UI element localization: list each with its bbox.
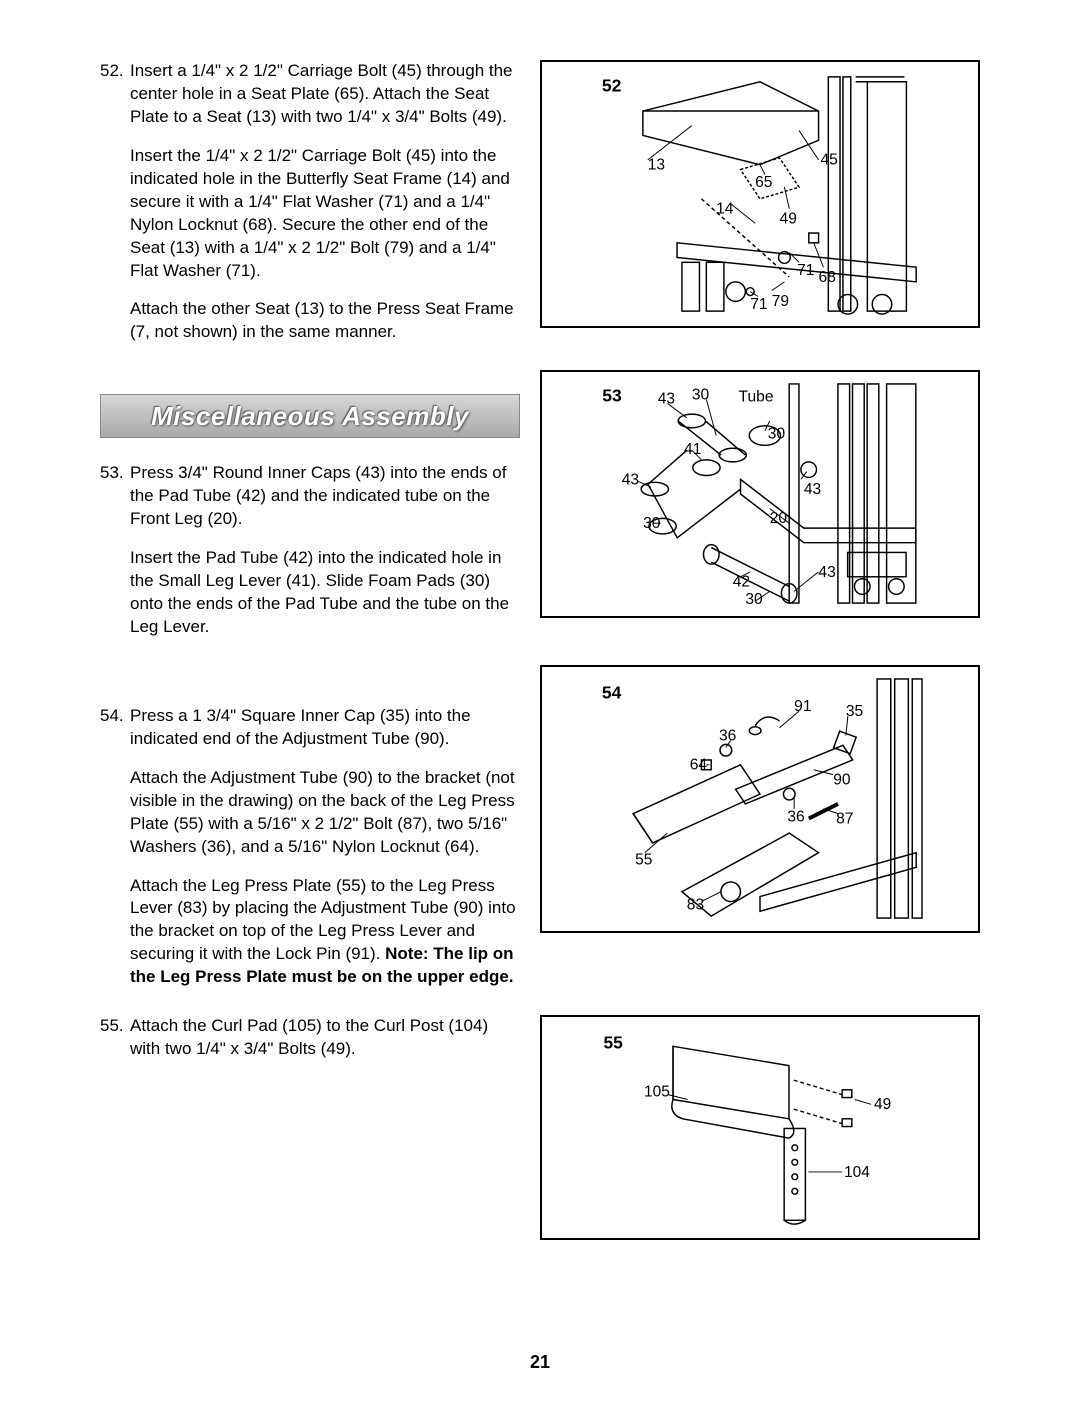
d55-boxnum: 55 [603,1032,623,1052]
page-number: 21 [530,1352,550,1373]
step-52-p2: Insert the 1/4" x 2 1/2" Carriage Bolt (… [130,145,520,283]
d54-l4: 90 [833,771,851,788]
diagram-54: 54 [540,665,980,933]
d52-l71a: 71 [797,262,814,279]
step-53-row: Miscellaneous Assembly 53.Press 3/4" Rou… [100,370,980,655]
d54-l8: 83 [687,896,704,913]
d52-l49: 49 [780,210,797,227]
step-55-p1: Attach the Curl Pad (105) to the Curl Po… [130,1015,516,1061]
step-53-num: 53. [100,462,130,485]
step-52-num: 52. [100,60,130,83]
diagram-55: 55 [540,1015,980,1240]
d53-l5: 43 [622,472,639,489]
d53-l11: 30 [745,591,763,606]
diagram-52-boxnum: 52 [602,76,622,96]
d52-l13: 13 [648,157,665,174]
d54-boxnum: 54 [602,682,622,702]
step-54-p1: Press a 1 3/4" Square Inner Cap (35) int… [130,705,516,751]
d55-l0: 105 [644,1084,670,1101]
step-54-num: 54. [100,705,130,728]
d53-l7: 43 [804,481,821,498]
step-52-p3: Attach the other Seat (13) to the Press … [130,298,520,344]
d53-l4: 41 [684,441,701,458]
step-55-row: 55.Attach the Curl Pad (105) to the Curl… [100,1015,980,1240]
d53-l1: 30 [692,387,710,404]
step-53-text: Miscellaneous Assembly 53.Press 3/4" Rou… [100,370,520,655]
d53-l0: 43 [658,391,675,408]
d54-l1: 35 [846,703,864,720]
d52-l45: 45 [821,152,839,169]
d53-l3: 30 [768,426,786,443]
d53-l2: Tube [739,389,774,406]
d53-l10: 43 [818,564,835,581]
diagram-53: 53 [540,370,980,618]
d53-boxnum: 53 [602,386,622,406]
d55-l1: 49 [874,1096,891,1113]
d52-l65: 65 [755,174,773,191]
d54-l3: 64 [690,757,708,774]
d53-l9: 42 [733,574,750,591]
step-55-num: 55. [100,1015,130,1038]
d55-l2: 104 [844,1164,870,1181]
d52-l68: 68 [819,269,836,286]
step-52-text: 52.Insert a 1/4" x 2 1/2" Carriage Bolt … [100,60,520,360]
d54-l0: 91 [794,698,811,715]
diagram-52: 52 [540,60,980,328]
step-54-row: 54.Press a 1 3/4" Square Inner Cap (35) … [100,665,980,1005]
d52-l14: 14 [716,201,734,218]
step-54-p3: Attach the Leg Press Plate (55) to the L… [130,875,520,990]
d54-l5: 36 [787,808,804,825]
d53-l8: 20 [770,511,788,528]
step-54-text: 54.Press a 1 3/4" Square Inner Cap (35) … [100,665,520,1005]
d53-l6: 30 [643,515,661,532]
misc-assembly-banner: Miscellaneous Assembly [100,394,520,438]
step-52-p1: Insert a 1/4" x 2 1/2" Carriage Bolt (45… [130,60,516,129]
step-52-row: 52.Insert a 1/4" x 2 1/2" Carriage Bolt … [100,60,980,360]
step-55-text: 55.Attach the Curl Pad (105) to the Curl… [100,1015,520,1077]
d52-l71b: 71 [750,296,767,313]
d54-l6: 87 [836,810,853,827]
step-54-p2: Attach the Adjustment Tube (90) to the b… [130,767,520,859]
d54-l7: 55 [635,851,653,868]
d52-l79: 79 [772,293,789,310]
banner-text: Miscellaneous Assembly [151,399,469,434]
step-53-p2: Insert the Pad Tube (42) into the indica… [130,547,520,639]
step-53-p1: Press 3/4" Round Inner Caps (43) into th… [130,462,516,531]
assembly-manual-page: 52.Insert a 1/4" x 2 1/2" Carriage Bolt … [100,60,980,1240]
d54-l2: 36 [719,727,736,744]
